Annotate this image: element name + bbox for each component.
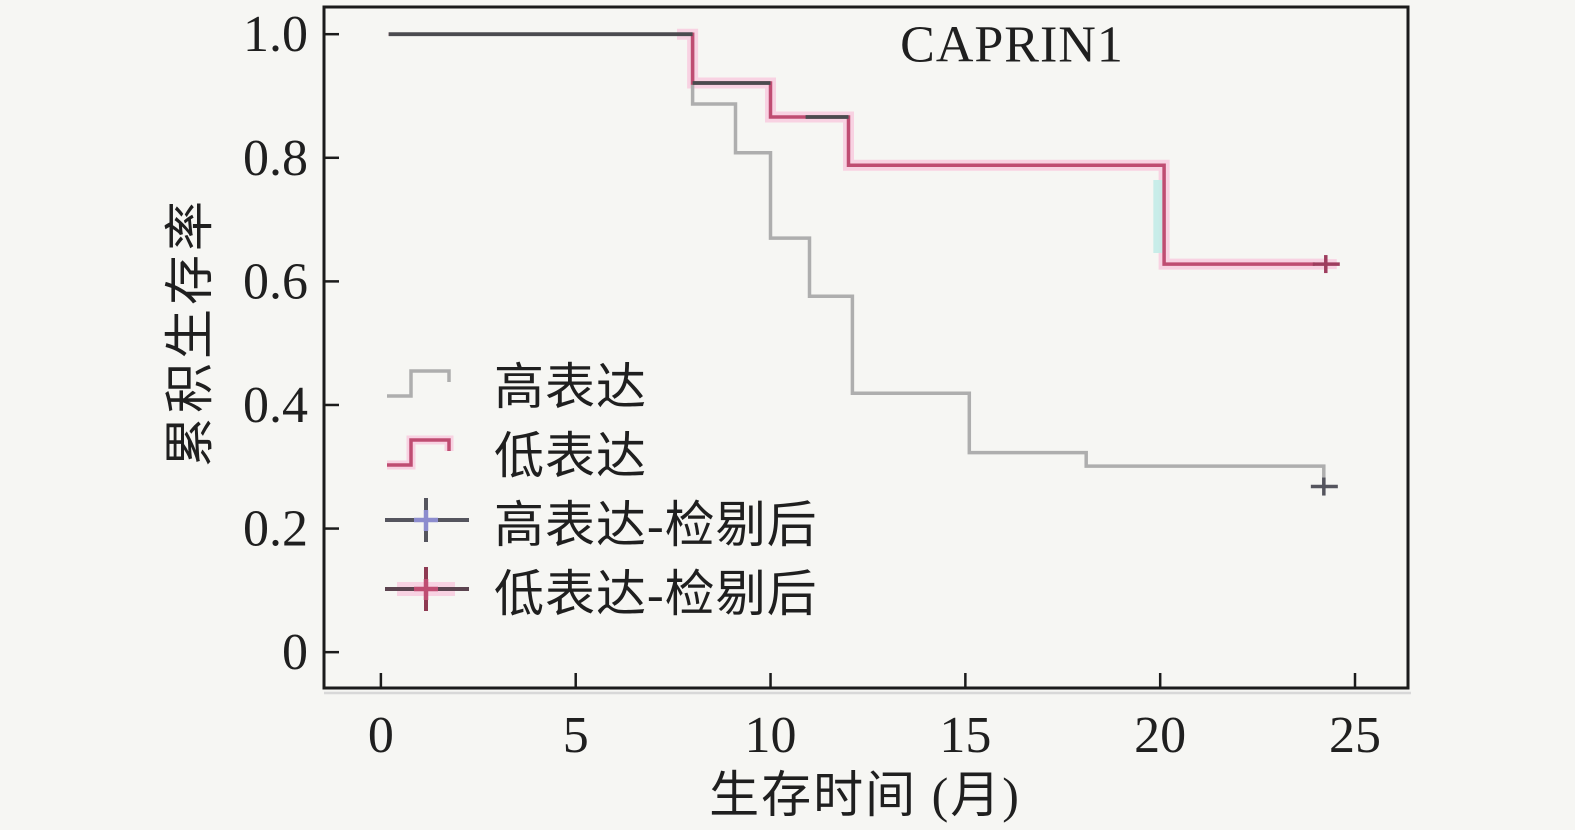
y-tick-label-0: 0 — [282, 624, 308, 681]
legend-label-high-censored: 高表达-检剔后 — [494, 496, 818, 553]
legend-item-high-censored: 高表达-检剔后 — [383, 486, 818, 555]
x-tick-label-5: 5 — [563, 707, 589, 764]
x-tick-label-0: 0 — [368, 707, 394, 764]
x-tick-label-20: 20 — [1134, 707, 1186, 764]
chart-title: CAPRIN1 — [900, 16, 1124, 74]
y-tick-label-0.4: 0.4 — [243, 377, 308, 434]
x-tick-label-15: 15 — [939, 707, 991, 764]
legend-label-high: 高表达 — [494, 358, 647, 415]
x-tick-label-10: 10 — [745, 707, 797, 764]
legend-item-low-censored: 低表达-检剔后 — [383, 555, 818, 624]
chart-legend: 高表达 低表达 高表达-检剔后 — [383, 348, 818, 624]
plot-border — [322, 5, 1410, 690]
y-tick-label-1: 1.0 — [243, 6, 308, 63]
high-series-curve — [388, 32, 1326, 487]
crimson-plus-icon — [385, 567, 469, 611]
blue-plus-icon — [385, 498, 469, 542]
y-tick-label-0.2: 0.2 — [243, 501, 308, 558]
x-tick-label-25: 25 — [1329, 707, 1381, 764]
y-tick-label-0.6: 0.6 — [243, 253, 308, 310]
y-axis-label: 累积生存率 — [162, 197, 218, 467]
y-tick-label-0.8: 0.8 — [243, 130, 308, 187]
legend-item-high: 高表达 — [383, 348, 818, 417]
gray-step-icon — [387, 369, 451, 398]
crimson-step-icon — [387, 435, 454, 470]
legend-label-low: 低表达 — [494, 427, 647, 484]
x-axis-label: 生存时间 (月) — [709, 767, 1021, 823]
legend-label-low-censored: 低表达-检剔后 — [494, 565, 818, 622]
low-series-curve — [388, 32, 1326, 266]
legend-item-low: 低表达 — [383, 417, 818, 486]
